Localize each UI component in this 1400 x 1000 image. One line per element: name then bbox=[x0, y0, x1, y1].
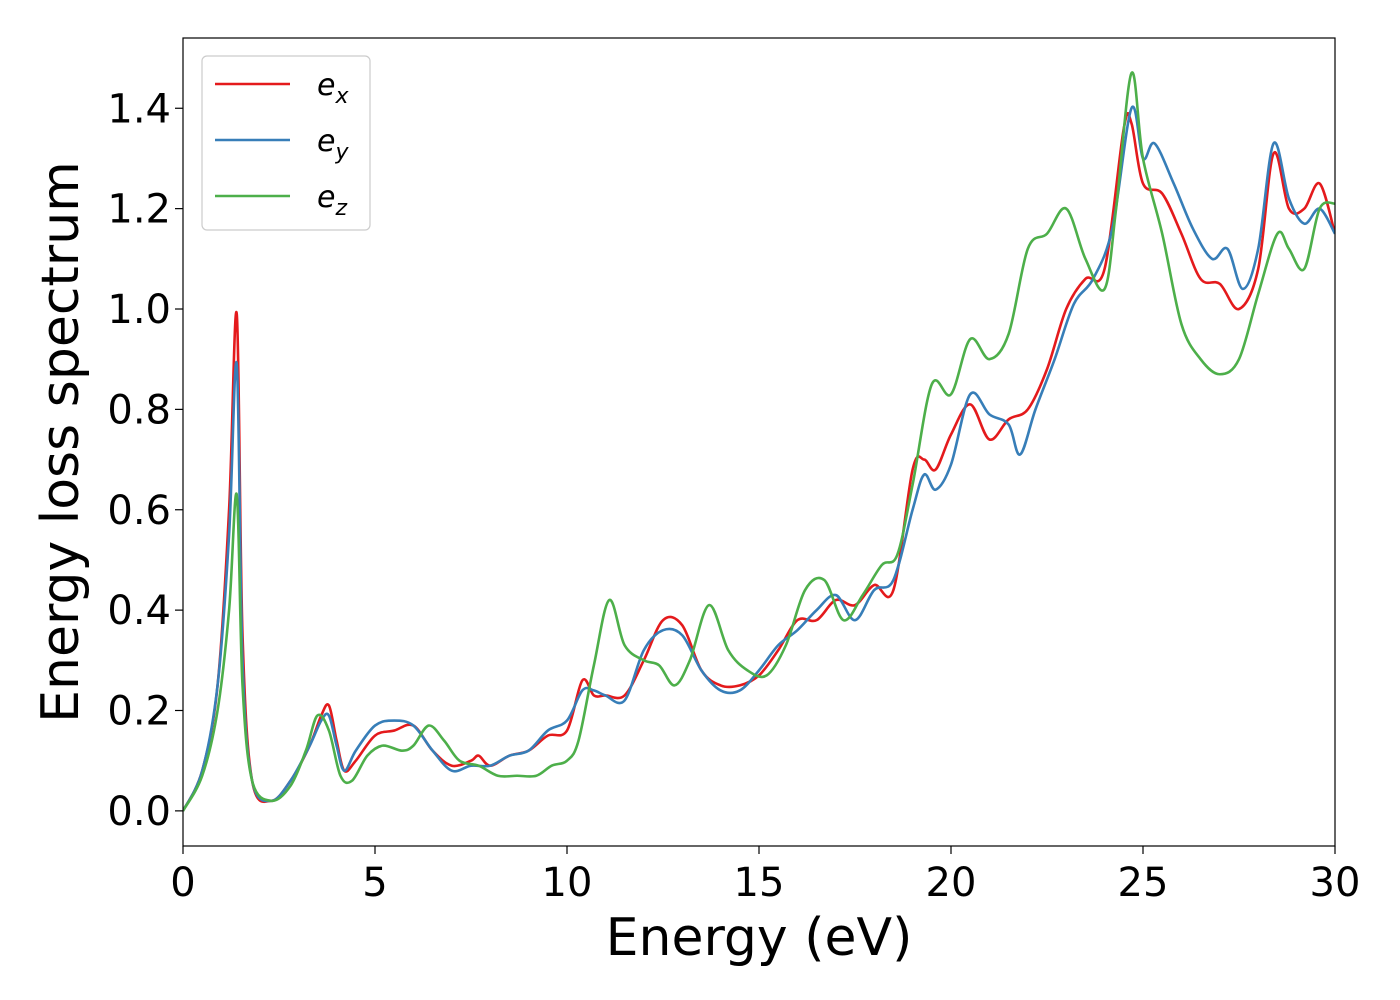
x-tick-label: 25 bbox=[1118, 860, 1169, 906]
legend-label-z: ez bbox=[317, 180, 347, 221]
y-tick-label: 0.2 bbox=[107, 688, 171, 734]
x-tick-label: 10 bbox=[542, 860, 593, 906]
y-tick-label: 1.2 bbox=[107, 187, 171, 233]
x-axis-ticks: 0 5 10 15 20 25 30 bbox=[170, 846, 1360, 906]
x-tick-label: 5 bbox=[362, 860, 387, 906]
legend: ex ey ez bbox=[201, 55, 371, 231]
x-axis-title: Energy (eV) bbox=[606, 908, 913, 968]
series-line-z bbox=[183, 71, 1335, 812]
y-tick-label: 1.0 bbox=[107, 287, 171, 333]
x-tick-label: 0 bbox=[170, 860, 195, 906]
x-tick-label: 20 bbox=[926, 860, 977, 906]
legend-box bbox=[201, 55, 371, 231]
legend-label-x: ex bbox=[317, 68, 349, 109]
y-tick-label: 0.4 bbox=[107, 588, 171, 634]
x-tick-label: 15 bbox=[734, 860, 785, 906]
y-tick-label: 1.4 bbox=[107, 86, 171, 132]
series-layer bbox=[183, 71, 1335, 812]
y-axis-ticks: 0.0 0.2 0.4 0.6 0.8 1.0 1.2 1.4 bbox=[107, 86, 183, 835]
legend-label-y: ey bbox=[317, 124, 349, 165]
y-tick-label: 0.0 bbox=[107, 789, 171, 835]
y-tick-label: 0.6 bbox=[107, 488, 171, 534]
x-tick-label: 30 bbox=[1310, 860, 1361, 906]
y-axis-title: Energy loss spectrum bbox=[31, 161, 91, 723]
y-tick-label: 0.8 bbox=[107, 387, 171, 433]
